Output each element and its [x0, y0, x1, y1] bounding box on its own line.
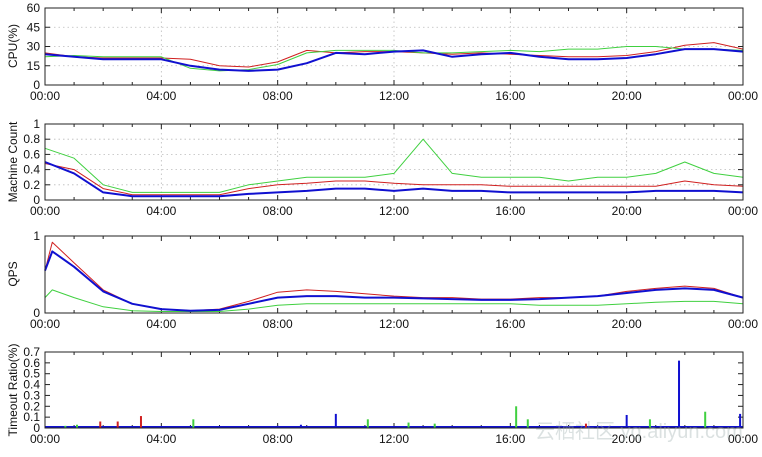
x-tick-label: 16:00 — [495, 204, 525, 218]
panel-4: 00.10.20.30.40.50.60.7 00:00 04:00 08:00 12:… — [23, 345, 758, 446]
series-line-red — [44, 241, 744, 312]
x-tick-label: 20:00 — [612, 317, 642, 331]
y-tick-label: 0 — [33, 193, 40, 207]
y-tick-label: 15 — [27, 59, 41, 73]
panel-1: 0 15 30 45 60 00:00 04:00 08:00 12:00 16:00 20:00 0… — [27, 1, 759, 103]
series-line-green — [44, 46, 744, 72]
y-tick-label: 0.7 — [23, 345, 40, 359]
x-tick-label: 20:00 — [612, 89, 642, 103]
x-tick-label: 00:00 — [728, 89, 758, 103]
y-tick-label: 0.1 — [23, 410, 40, 424]
y-tick-label: 0.4 — [23, 378, 40, 392]
plot-frame — [44, 351, 744, 429]
x-tick-label: 00:00 — [728, 317, 758, 331]
y-tick-label: 0.2 — [23, 178, 40, 192]
y-tick-label: 0.5 — [23, 367, 40, 381]
x-tick-label: 04:00 — [146, 204, 176, 218]
y-tick-label: 0.6 — [23, 356, 40, 370]
x-tick-label: 20:00 — [612, 204, 642, 218]
x-tick-label: 12:00 — [379, 89, 409, 103]
x-tick-label: 04:00 — [146, 432, 176, 446]
plot-frame — [44, 235, 744, 314]
y-tick-label: 1 — [33, 229, 40, 243]
panel-2: 00.20.4 0.60.81 00:00 04:00 08:00 12:00 16:00 2… — [23, 117, 758, 218]
x-tick-label: 00:00 — [728, 204, 758, 218]
x-tick-label: 04:00 — [146, 89, 176, 103]
y-axis-label-timeout-ratio: Timeout Ratio(%) — [6, 344, 20, 437]
series-line-red — [44, 163, 744, 196]
y-tick-label: 30 — [27, 40, 41, 54]
x-tick-label: 00:00 — [30, 317, 60, 331]
plot-frame — [44, 7, 744, 86]
series-line-blue — [44, 161, 744, 198]
x-tick-label: 08:00 — [263, 432, 293, 446]
plot-frame — [44, 123, 744, 201]
x-tick-label: 12:00 — [379, 317, 409, 331]
y-tick-label: 45 — [27, 20, 41, 34]
series-line-blue — [44, 48, 744, 72]
y-tick-label: 0.2 — [23, 399, 40, 413]
y-axis-label-qps: QPS — [6, 261, 20, 286]
x-tick-label: 00:00 — [30, 432, 60, 446]
y-tick-label: 60 — [27, 1, 41, 15]
series-line-green — [44, 138, 744, 193]
y-tick-label: 0.4 — [23, 163, 40, 177]
series-line-green — [44, 289, 744, 312]
y-tick-label: 0.8 — [23, 132, 40, 146]
x-tick-label: 00:00 — [728, 432, 758, 446]
x-tick-label: 00:00 — [30, 89, 60, 103]
y-tick-label: 0.3 — [23, 388, 40, 402]
y-tick-label: 1 — [33, 117, 40, 131]
watermark: 云栖社区 yq.aliyun.com — [535, 420, 743, 443]
x-tick-label: 12:00 — [379, 204, 409, 218]
series-line-blue — [44, 250, 744, 312]
x-tick-label: 16:00 — [495, 317, 525, 331]
y-axis-label-machine-count: Machine Count — [6, 121, 20, 202]
y-tick-label: 0 — [33, 421, 40, 435]
x-tick-label: 08:00 — [263, 204, 293, 218]
x-tick-label: 16:00 — [495, 432, 525, 446]
x-tick-label: 20:00 — [612, 432, 642, 446]
y-axis-label-cpu: CPU(%) — [6, 24, 20, 68]
x-tick-label: 00:00 — [30, 204, 60, 218]
x-tick-label: 16:00 — [495, 89, 525, 103]
y-tick-label: 0 — [33, 78, 40, 92]
y-tick-label: 0.6 — [23, 147, 40, 161]
y-tick-label: 0 — [33, 306, 40, 320]
x-tick-label: 04:00 — [146, 317, 176, 331]
x-tick-label: 08:00 — [263, 89, 293, 103]
x-tick-label: 12:00 — [379, 432, 409, 446]
panel-3: 0 1 00:00 04:00 08:00 12:00 16:00 20:00 00:00 — [30, 229, 758, 331]
x-tick-label: 08:00 — [263, 317, 293, 331]
